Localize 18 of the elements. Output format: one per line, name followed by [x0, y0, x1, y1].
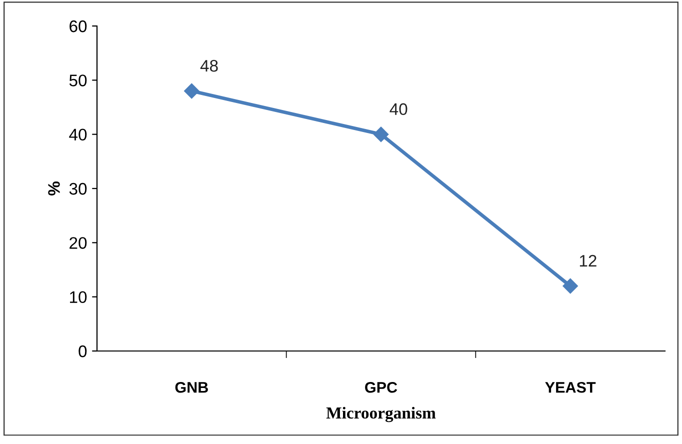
y-tick-label: 30: [69, 182, 87, 195]
y-tick-label: 20: [70, 237, 87, 249]
x-tick-label: YEAST: [545, 382, 596, 393]
y-axis-title: %: [48, 182, 60, 196]
point: [373, 126, 389, 142]
y-tick-label: 10: [70, 291, 87, 304]
data-label: 12: [580, 254, 596, 267]
point: [562, 278, 578, 294]
y-tick-label: 0: [78, 345, 87, 358]
data-label: 48: [200, 60, 218, 72]
data-label: 40: [390, 103, 408, 116]
x-tick-label: GNB: [175, 382, 208, 393]
x-tick-label: GPC: [365, 382, 398, 393]
point: [184, 83, 200, 99]
y-tick-label: 40: [69, 128, 87, 141]
x-axis-title: Microorganism: [326, 406, 436, 422]
y-tick-label: 60: [70, 20, 87, 32]
y-tick-label: 50: [69, 74, 87, 86]
